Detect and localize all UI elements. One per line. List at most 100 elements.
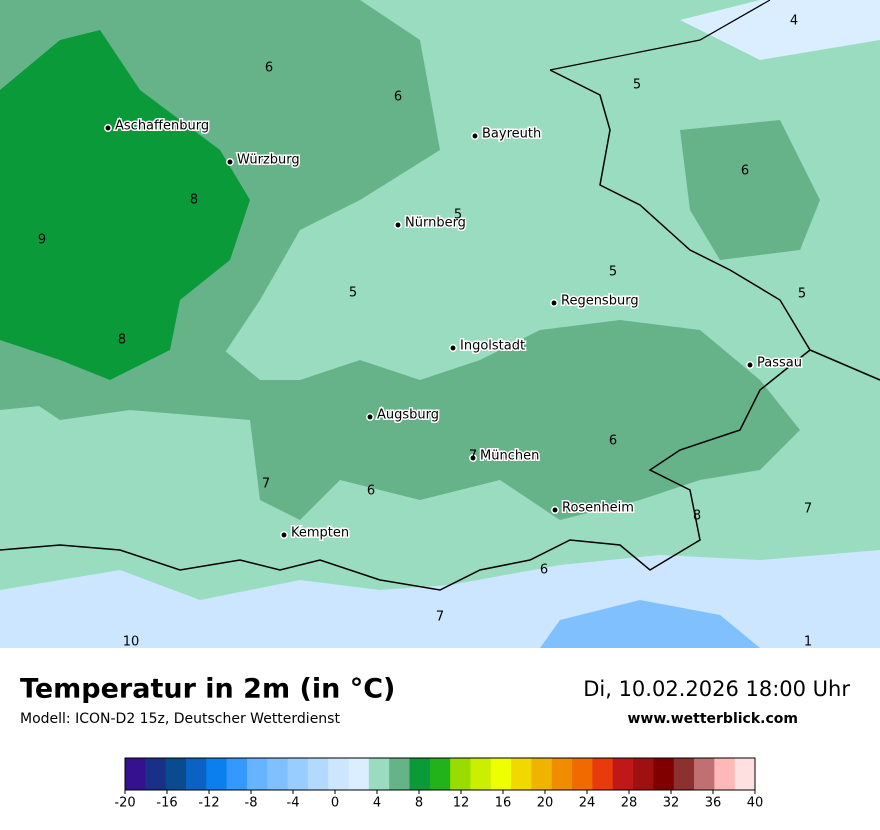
region-cold [540, 600, 760, 648]
city-dot [746, 361, 754, 369]
contour-label: 6 [741, 164, 749, 179]
contour-label: 1 [804, 635, 812, 650]
legend-tick-label: -16 [156, 796, 177, 811]
contour-label: 8 [118, 333, 126, 348]
contour-label: 6 [367, 484, 375, 499]
legend-frame [124, 757, 756, 791]
contour-label: 9 [38, 233, 46, 248]
region-6-east [680, 120, 820, 260]
city-dot [366, 413, 374, 421]
legend-swatch [450, 758, 471, 790]
legend-swatch [572, 758, 593, 790]
city-dot [394, 221, 402, 229]
city-label: Passau [757, 356, 802, 371]
title: Temperatur in 2m (in °C) [20, 674, 395, 705]
contour-label: 7 [436, 610, 444, 625]
legend-tick-label: 28 [621, 796, 638, 811]
legend-swatch [633, 758, 654, 790]
subtitle: Modell: ICON-D2 15z, Deutscher Wetterdie… [20, 711, 340, 727]
city-dot [449, 344, 457, 352]
city-dot [280, 531, 288, 539]
city-label: Augsburg [377, 408, 439, 423]
legend-tick-label: 16 [495, 796, 512, 811]
legend-swatch [246, 758, 268, 790]
legend-tick-label: 12 [453, 796, 470, 811]
legend-swatch [511, 758, 532, 790]
legend-swatch [409, 758, 431, 790]
legend-swatch [653, 758, 675, 790]
legend-swatch [145, 758, 167, 790]
datetime: Di, 10.02.2026 18:00 Uhr [583, 677, 850, 701]
legend-swatch [328, 758, 350, 790]
map: Aschaffenburg Würzburg Bayreuth Nürnberg Reg… [0, 0, 880, 650]
legend-swatch [673, 758, 695, 790]
contour-label: 8 [190, 193, 198, 208]
contour-label: 6 [394, 90, 402, 105]
contour-label: 5 [609, 265, 617, 280]
city-dot [469, 454, 477, 462]
contour-label: 6 [609, 434, 617, 449]
legend-swatch [531, 758, 553, 790]
region-8 [0, 30, 250, 380]
website: www.wetterblick.com [628, 711, 799, 727]
legend-swatch [226, 758, 248, 790]
region-cool [680, 0, 880, 60]
city-label: Aschaffenburg [115, 119, 209, 134]
city-dot [226, 158, 234, 166]
legend-swatch [714, 758, 736, 790]
city-label: Kempten [291, 526, 349, 541]
legend-tick-label: 4 [373, 796, 381, 811]
city-label: Bayreuth [482, 127, 541, 142]
contour-labels: 4 6 6 5 6 8 9 5 5 5 5 8 6 7 7 6 8 7 6 7 10 1 [38, 14, 812, 650]
legend-swatch [592, 758, 614, 790]
city-label: Regensburg [561, 294, 639, 309]
legend-swatch [206, 758, 228, 790]
legend-tick-label: -20 [114, 796, 135, 811]
city-dot [550, 299, 558, 307]
city-dot [551, 506, 559, 514]
legend-swatch [267, 758, 289, 790]
contour-label: 5 [798, 287, 806, 302]
contour-label: 5 [454, 208, 462, 223]
cities: Aschaffenburg Würzburg Bayreuth Nürnberg Reg… [104, 117, 803, 542]
legend-swatch [348, 758, 370, 790]
legend-swatch [470, 758, 492, 790]
city-label: Rosenheim [562, 501, 634, 516]
legend-tick-label: 40 [747, 796, 764, 811]
contour-label: 7 [804, 502, 812, 517]
city-label: München [480, 449, 539, 464]
legend-swatch [307, 758, 329, 790]
legend-tick-label: -8 [245, 796, 258, 811]
contour-label: 4 [790, 14, 798, 29]
contour-label: 6 [265, 61, 273, 76]
city-label: Nürnberg [405, 216, 466, 231]
legend-swatch [734, 758, 756, 790]
legend-swatch [185, 758, 207, 790]
contour-label: 10 [123, 635, 140, 650]
legend-tick-label: 8 [415, 796, 423, 811]
legend-swatch [165, 758, 187, 790]
contour-label: 7 [262, 477, 270, 492]
region-6 [0, 320, 800, 520]
legend-swatch [389, 758, 411, 790]
legend-swatch [287, 758, 309, 790]
legend-swatch [694, 758, 715, 790]
legend-tick-label: 20 [537, 796, 554, 811]
legend-swatch [490, 758, 512, 790]
legend-tick-label: 0 [331, 796, 339, 811]
contour-label: 6 [540, 563, 548, 578]
legend-swatch [429, 758, 451, 790]
contour-label: 5 [633, 78, 641, 93]
city-dot [471, 132, 479, 140]
legend-tick-label: 32 [663, 796, 680, 811]
legend-swatch [368, 758, 390, 790]
border [0, 349, 811, 591]
border [549, 0, 771, 71]
legend-tick-label: -4 [287, 796, 300, 811]
legend-swatch [612, 758, 634, 790]
city-dot [104, 124, 112, 132]
legend: -20 -16 -12 -8 -4 0 4 8 12 16 20 24 28 32 36 40 [114, 757, 764, 811]
legend-tick-label: -12 [198, 796, 219, 811]
city-label: Ingolstadt [460, 339, 525, 354]
